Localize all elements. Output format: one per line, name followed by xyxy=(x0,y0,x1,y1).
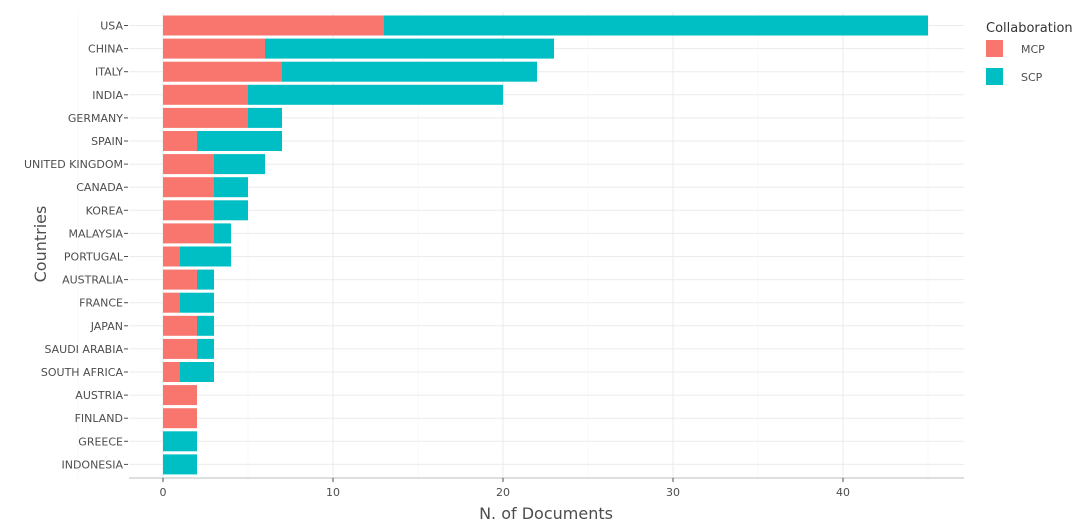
y-tick-label: PORTUGAL xyxy=(64,251,124,264)
y-tick-label: ITALY xyxy=(95,66,123,79)
y-tick-label: AUSTRIA xyxy=(75,389,123,402)
bar-mcp-saudi-arabia xyxy=(163,338,197,359)
bar-scp-malaysia xyxy=(214,223,231,244)
y-tick-label: SPAIN xyxy=(91,135,123,148)
legend-key-mcp xyxy=(986,40,1003,57)
y-tick-label: AUSTRALIA xyxy=(62,274,123,287)
legend: Collaboration MCP SCP xyxy=(986,21,1073,85)
bar-scp-italy xyxy=(282,61,537,82)
bar-mcp-usa xyxy=(163,15,384,36)
bar-mcp-finland xyxy=(163,408,197,429)
x-tick-label: 20 xyxy=(496,486,510,499)
legend-label-scp: SCP xyxy=(1021,71,1043,84)
y-tick-label: GERMANY xyxy=(68,112,123,125)
y-axis-title: Countries xyxy=(31,206,50,283)
bar-scp-portugal xyxy=(180,246,231,267)
bar-mcp-austria xyxy=(163,385,197,406)
bar-scp-canada xyxy=(214,177,248,198)
bar-mcp-korea xyxy=(163,200,214,221)
bar-mcp-australia xyxy=(163,269,197,290)
x-axis-title: N. of Documents xyxy=(479,504,613,521)
y-tick-label: JAPAN xyxy=(90,320,123,333)
bar-mcp-portugal xyxy=(163,246,180,267)
y-tick-label: INDIA xyxy=(92,89,123,102)
bar-mcp-france xyxy=(163,292,180,313)
legend-label-mcp: MCP xyxy=(1021,43,1045,56)
bar-scp-indonesia xyxy=(163,454,197,475)
bar-mcp-malaysia xyxy=(163,223,214,244)
bar-mcp-japan xyxy=(163,315,197,336)
bar-scp-united-kingdom xyxy=(214,154,265,175)
y-tick-label: FRANCE xyxy=(79,297,123,310)
y-tick-label: INDONESIA xyxy=(61,458,123,471)
bar-mcp-india xyxy=(163,84,248,105)
x-tick-label: 30 xyxy=(666,486,680,499)
y-tick-label: SAUDI ARABIA xyxy=(44,343,123,356)
x-tick-label: 10 xyxy=(326,486,340,499)
legend-title: Collaboration xyxy=(986,21,1073,36)
y-axis-ticks: USA CHINA ITALY INDIA GERMANY SPAIN UNITED KIN… xyxy=(24,20,128,471)
x-tick-label: 0 xyxy=(160,486,167,499)
bar-scp-japan xyxy=(197,315,214,336)
bar-scp-korea xyxy=(214,200,248,221)
bar-scp-china xyxy=(265,38,554,59)
bar-scp-greece xyxy=(163,431,197,452)
bar-mcp-germany xyxy=(163,107,248,128)
bar-mcp-italy xyxy=(163,61,282,82)
grid-lines xyxy=(77,12,964,479)
x-axis-ticks: 0 10 20 30 40 xyxy=(160,478,850,499)
y-tick-label: USA xyxy=(100,20,123,33)
y-tick-label: KOREA xyxy=(86,204,124,217)
bar-mcp-spain xyxy=(163,131,197,151)
bar-scp-india xyxy=(248,84,503,105)
y-tick-label: SOUTH AFRICA xyxy=(41,366,124,379)
bar-scp-france xyxy=(180,292,214,313)
y-tick-label: FINLAND xyxy=(75,412,123,425)
bar-scp-australia xyxy=(197,269,214,290)
legend-key-scp xyxy=(986,68,1003,85)
bar-scp-germany xyxy=(248,107,282,128)
y-tick-label: UNITED KINGDOM xyxy=(24,158,123,171)
bar-mcp-canada xyxy=(163,177,214,198)
bar-scp-south-africa xyxy=(180,362,214,382)
bars xyxy=(163,15,928,475)
bar-scp-spain xyxy=(197,131,282,151)
bar-scp-saudi-arabia xyxy=(197,338,214,359)
x-tick-label: 40 xyxy=(836,486,850,499)
y-tick-label: CANADA xyxy=(76,181,123,194)
bar-mcp-united-kingdom xyxy=(163,154,214,175)
y-tick-label: GREECE xyxy=(78,435,123,448)
y-tick-label: CHINA xyxy=(88,43,123,56)
bar-scp-usa xyxy=(384,15,928,36)
bar-mcp-china xyxy=(163,38,265,59)
y-tick-label: MALAYSIA xyxy=(68,227,123,240)
bar-mcp-south-africa xyxy=(163,362,180,382)
